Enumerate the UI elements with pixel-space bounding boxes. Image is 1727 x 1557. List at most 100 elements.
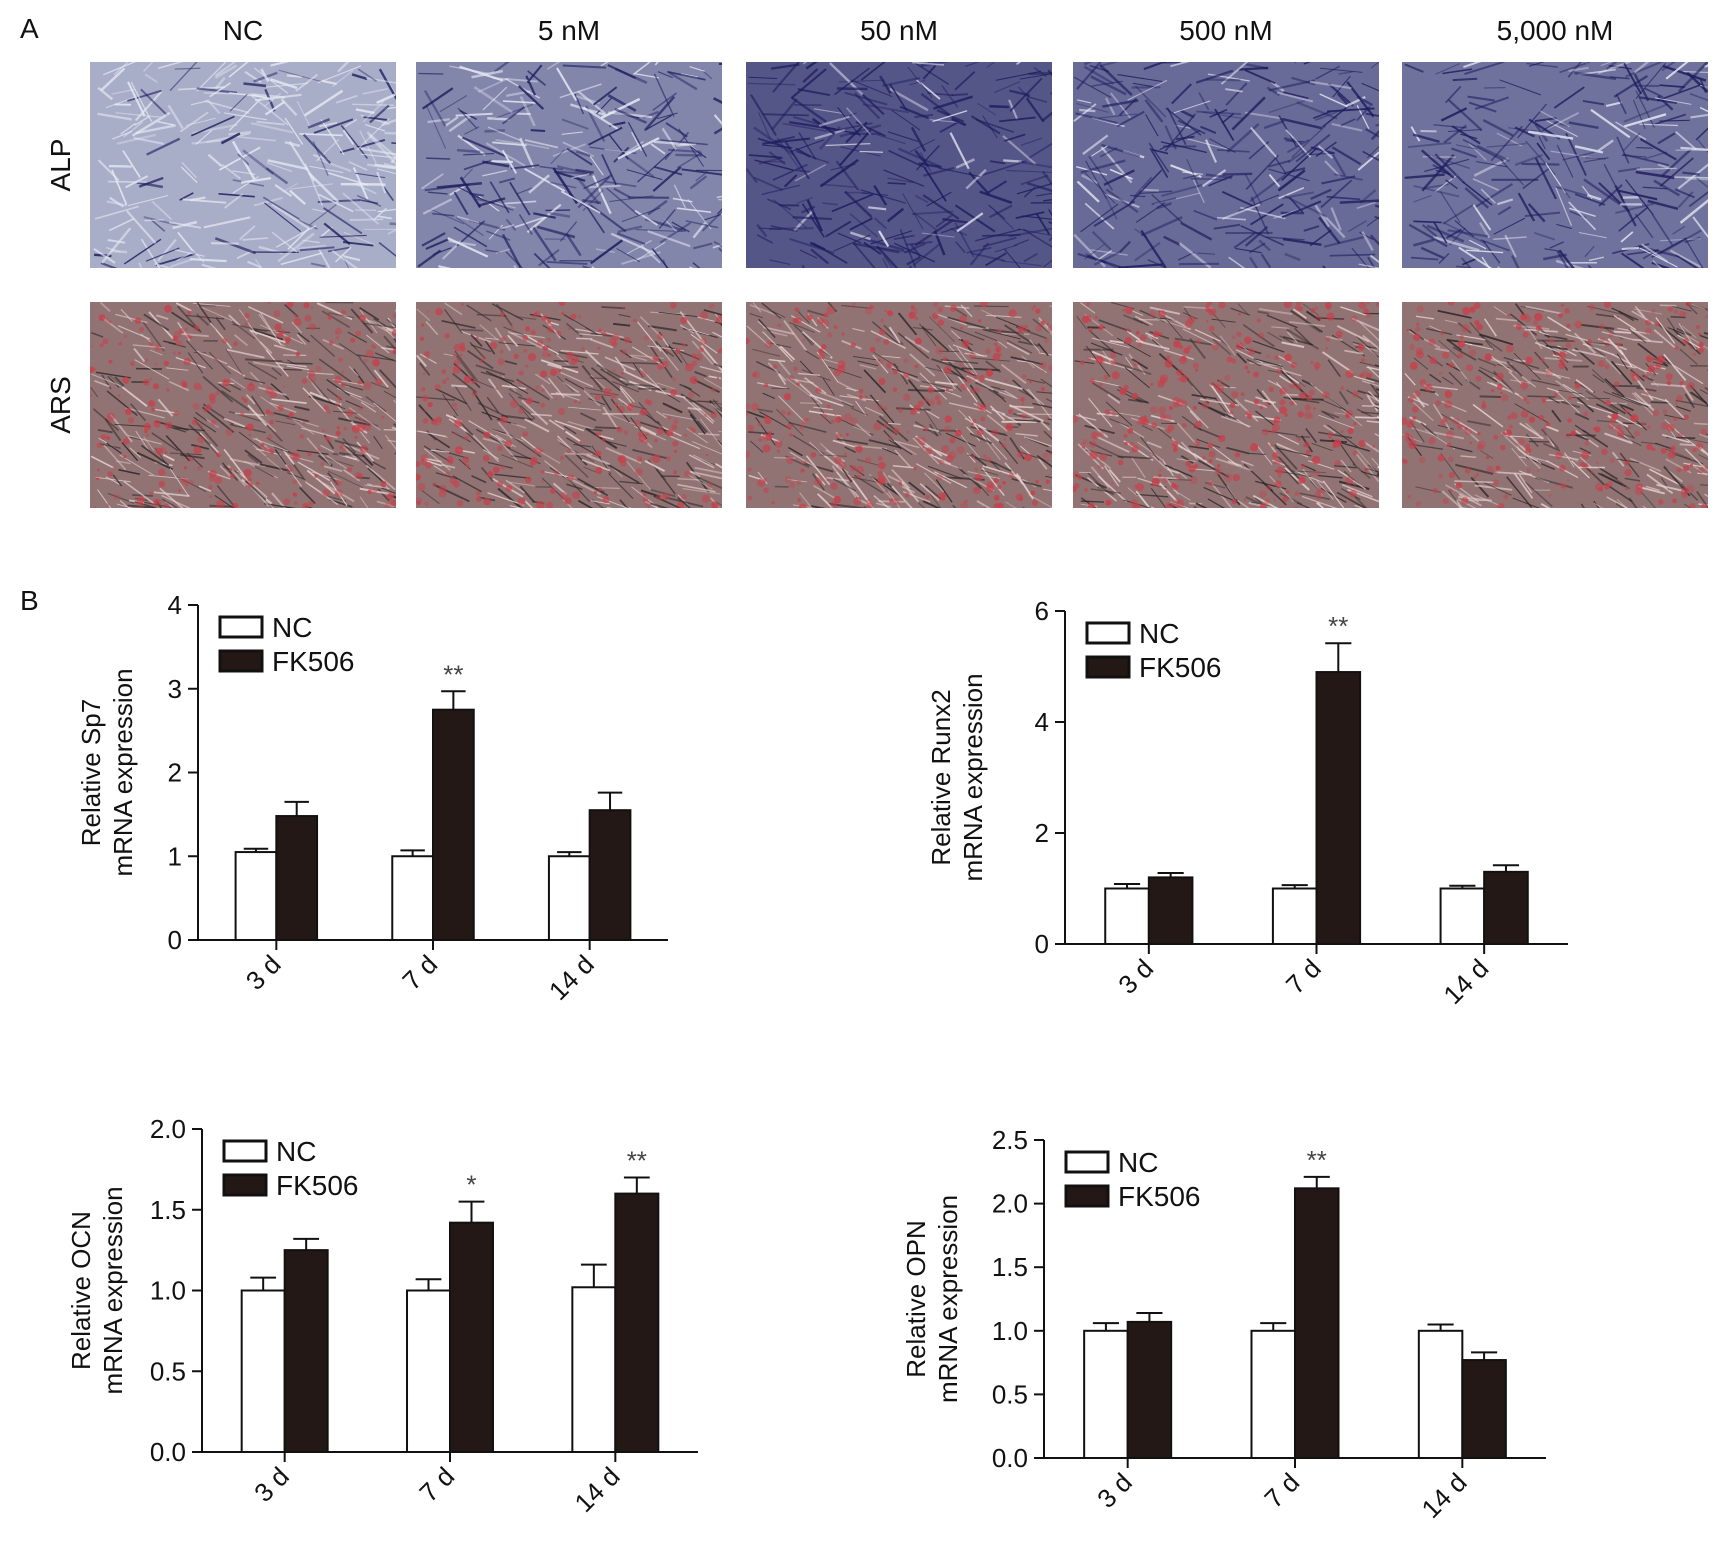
y-tick-label: 0.0 xyxy=(992,1443,1028,1473)
x-tick-label: 7 d xyxy=(1280,953,1327,1000)
y-tick-label: 2 xyxy=(1035,818,1049,848)
bar-nc xyxy=(406,1289,452,1453)
y-axis-label: mRNA expression xyxy=(108,668,138,876)
bar-nc xyxy=(1083,1329,1129,1460)
bar-fk506 xyxy=(1147,876,1194,946)
bar-nc xyxy=(1104,887,1150,945)
micrograph-alp-tile xyxy=(1073,62,1379,268)
legend-swatch xyxy=(222,1173,268,1197)
legend-swatch xyxy=(218,649,264,673)
significance-marker: ** xyxy=(443,659,463,689)
significance-marker: ** xyxy=(1307,1145,1327,1175)
y-tick-label: 0 xyxy=(168,925,182,955)
y-axis-label: Relative OCN xyxy=(66,1211,96,1370)
micrograph-ars-tile xyxy=(746,302,1052,508)
y-tick-label: 2.0 xyxy=(992,1189,1028,1219)
legend-swatch xyxy=(1085,621,1131,645)
bar-fk506 xyxy=(1126,1320,1173,1459)
x-tick-label: 3 d xyxy=(248,1461,295,1508)
bar-nc xyxy=(391,855,434,941)
bar-fk506 xyxy=(1294,1187,1340,1460)
bar-nc xyxy=(1439,887,1486,945)
bar-fk506 xyxy=(614,1192,660,1453)
x-tick-label: 7 d xyxy=(396,949,443,996)
bar-chart-1: 0 1 2 3 4 Relative Sp7 mRNA expression 3 d 7 d 14… xyxy=(76,590,668,1006)
bar-chart-2: 0 2 4 6 Relative Runx2 mRNA expression 3 d 7 d 1… xyxy=(926,596,1568,1010)
y-tick-label: 0.5 xyxy=(992,1379,1028,1409)
y-axis-label: mRNA expression xyxy=(933,1195,963,1403)
legend-swatch xyxy=(1064,1150,1110,1174)
bar-nc xyxy=(1271,887,1318,945)
x-tick-label: 3 d xyxy=(1112,953,1159,1000)
x-tick-label: 14 d xyxy=(1416,1467,1473,1524)
y-axis-label: mRNA expression xyxy=(98,1186,128,1394)
bar-fk506 xyxy=(283,1249,329,1453)
bar-fk506 xyxy=(1461,1359,1507,1460)
legend-swatch xyxy=(1085,655,1131,679)
bar-chart-4: 0.0 0.5 1.0 1.5 2.0 2.5 Relative OPN mRNA expre… xyxy=(901,1125,1546,1524)
bar-nc xyxy=(547,855,591,941)
row-label: ALP xyxy=(45,139,76,192)
micrograph-alp-tile xyxy=(90,62,396,268)
legend-label: FK506 xyxy=(276,1170,359,1201)
legend-swatch xyxy=(1064,1184,1110,1208)
x-tick-label: 7 d xyxy=(413,1461,460,1508)
bar-fk506 xyxy=(432,708,475,941)
legend-label: NC xyxy=(1139,618,1179,649)
x-tick-label: 3 d xyxy=(240,949,287,996)
row-label: ARS xyxy=(45,376,76,434)
bar-fk506 xyxy=(1483,870,1529,945)
y-tick-label: 2.0 xyxy=(150,1114,186,1144)
legend-label: NC xyxy=(272,612,312,643)
bar-nc xyxy=(1250,1329,1296,1460)
bar-fk506 xyxy=(588,809,632,941)
y-tick-label: 2.5 xyxy=(992,1125,1028,1155)
legend-swatch xyxy=(222,1139,268,1163)
y-tick-label: 1.5 xyxy=(992,1252,1028,1282)
y-axis-label: Relative Sp7 xyxy=(76,699,106,846)
bar-fk506 xyxy=(449,1221,494,1454)
micrograph-alp-tile xyxy=(746,62,1052,268)
x-tick-label: 3 d xyxy=(1091,1467,1138,1514)
y-tick-label: 3 xyxy=(168,674,182,704)
y-axis-label: Relative Runx2 xyxy=(926,689,956,865)
y-tick-label: 4 xyxy=(168,590,182,620)
y-tick-label: 0 xyxy=(1035,929,1049,959)
panel-b-label: B xyxy=(20,585,39,616)
y-tick-label: 1 xyxy=(168,841,182,871)
x-tick-label: 14 d xyxy=(1437,953,1494,1010)
column-label: 500 nM xyxy=(1179,15,1272,46)
micrograph-ars-tile xyxy=(90,302,396,508)
x-tick-label: 14 d xyxy=(543,949,600,1006)
micrograph-ars-tile xyxy=(1073,302,1379,508)
bar-nc xyxy=(240,1289,286,1453)
y-axis-label: Relative OPN xyxy=(901,1220,931,1378)
bar-chart-3: 0.0 0.5 1.0 1.5 2.0 Relative OCN mRNA expressi… xyxy=(66,1114,698,1518)
x-tick-label: 7 d xyxy=(1258,1467,1305,1514)
x-tick-label: 14 d xyxy=(569,1461,626,1518)
y-tick-label: 2 xyxy=(168,758,182,788)
significance-marker: ** xyxy=(1328,611,1348,641)
y-tick-label: 1.0 xyxy=(150,1276,186,1306)
column-label: NC xyxy=(223,15,263,46)
panel-a-label: A xyxy=(20,13,39,44)
y-tick-label: 4 xyxy=(1035,707,1049,737)
bar-fk506 xyxy=(275,815,319,941)
legend-label: NC xyxy=(1118,1147,1158,1178)
legend-label: FK506 xyxy=(272,646,355,677)
column-label: 5 nM xyxy=(538,15,600,46)
significance-marker: ** xyxy=(627,1145,647,1175)
micrograph-ars-tile xyxy=(416,302,722,508)
significance-marker: * xyxy=(466,1170,476,1200)
y-axis-label: mRNA expression xyxy=(958,673,988,881)
y-tick-label: 1.0 xyxy=(992,1316,1028,1346)
bar-nc xyxy=(1417,1329,1464,1460)
micrograph-ars-tile xyxy=(1402,302,1708,508)
micrograph-alp-tile xyxy=(416,62,722,268)
